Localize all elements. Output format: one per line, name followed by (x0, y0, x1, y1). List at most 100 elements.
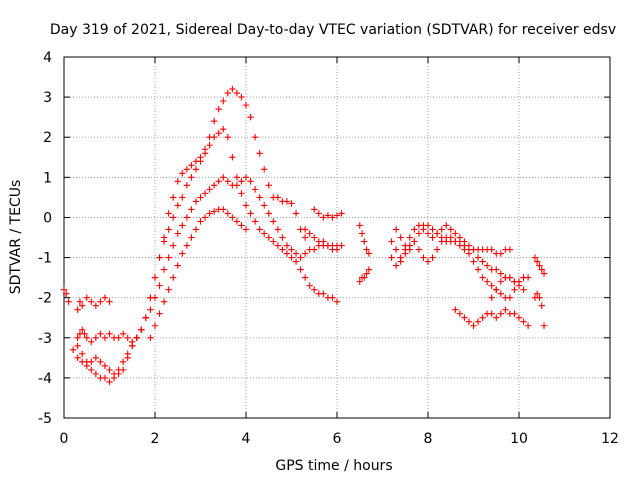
data-point (83, 294, 90, 301)
data-point (220, 126, 227, 133)
data-point (538, 266, 545, 273)
data-point (524, 274, 532, 281)
data-point (292, 258, 300, 265)
data-point (220, 174, 227, 181)
data-point (238, 93, 245, 101)
data-point (188, 206, 195, 213)
data-point (279, 246, 286, 253)
data-point (92, 302, 100, 309)
data-point (488, 246, 495, 253)
data-point (88, 338, 95, 345)
data-point (511, 286, 518, 293)
data-point (92, 334, 100, 341)
data-point (233, 89, 241, 97)
data-point (174, 262, 181, 269)
data-point (210, 208, 218, 215)
data-point (83, 362, 90, 370)
data-point (179, 222, 186, 229)
y-tick-label: -2 (38, 291, 52, 307)
data-point (506, 246, 514, 253)
data-point (333, 246, 341, 253)
data-point (497, 250, 504, 257)
y-tick-label: 3 (43, 90, 52, 106)
data-point (511, 310, 518, 317)
data-point (283, 198, 291, 205)
data-point (265, 182, 272, 189)
series-track-e (69, 174, 341, 378)
data-point (540, 270, 548, 277)
x-tick-label: 4 (242, 431, 251, 447)
data-point (247, 178, 254, 185)
data-point (188, 162, 195, 169)
data-point (438, 226, 445, 233)
data-point (324, 212, 332, 219)
data-point (256, 226, 263, 233)
series-track-a (60, 286, 72, 305)
data-point (79, 302, 86, 309)
data-point (456, 238, 464, 245)
data-point (392, 226, 400, 233)
data-point (179, 194, 186, 201)
data-point (151, 294, 159, 301)
data-point (433, 246, 441, 253)
data-point (60, 286, 68, 293)
data-point (456, 310, 464, 317)
data-point (170, 194, 177, 201)
data-point (497, 310, 504, 317)
data-point (406, 246, 413, 253)
series-track-j (356, 266, 373, 285)
data-point (220, 206, 227, 213)
data-point (424, 258, 432, 265)
data-point (531, 254, 539, 261)
data-point (197, 218, 204, 225)
data-point (265, 234, 272, 241)
data-point (493, 266, 500, 273)
data-point (165, 254, 172, 261)
data-point (92, 370, 100, 378)
y-tick-label: 0 (43, 210, 52, 226)
data-point (415, 230, 423, 237)
data-point (402, 250, 409, 257)
data-point (361, 274, 368, 281)
data-point (320, 238, 327, 245)
x-axis-label: GPS time / hours (275, 458, 392, 474)
data-point (69, 346, 77, 354)
data-point (142, 314, 150, 321)
data-point (274, 242, 282, 249)
data-point (515, 314, 523, 321)
data-point (420, 254, 427, 261)
data-point (479, 274, 486, 281)
data-point (188, 174, 195, 181)
data-point (79, 358, 86, 366)
data-point (97, 358, 104, 366)
data-point (247, 113, 254, 121)
data-point (388, 238, 395, 245)
data-point (229, 154, 236, 161)
data-point (156, 310, 163, 317)
data-point (115, 366, 122, 374)
data-point (224, 89, 231, 97)
grid-lines (64, 57, 610, 418)
data-point (493, 286, 500, 293)
data-point (101, 334, 109, 341)
data-point (174, 202, 181, 209)
data-point (183, 166, 191, 173)
data-point (488, 294, 495, 301)
series-track-h (311, 206, 345, 221)
data-point (101, 374, 109, 382)
data-point (365, 266, 373, 273)
series-track-n (452, 306, 532, 329)
data-point (261, 166, 268, 173)
data-point (115, 334, 122, 341)
data-point (470, 322, 477, 329)
data-point (106, 366, 113, 374)
data-point (229, 214, 236, 221)
data-point (183, 214, 191, 221)
data-point (233, 174, 241, 181)
data-point (536, 262, 543, 269)
data-point (288, 254, 295, 261)
data-point (192, 198, 200, 205)
data-point (406, 234, 413, 241)
data-point (224, 210, 231, 217)
data-point (474, 318, 482, 325)
